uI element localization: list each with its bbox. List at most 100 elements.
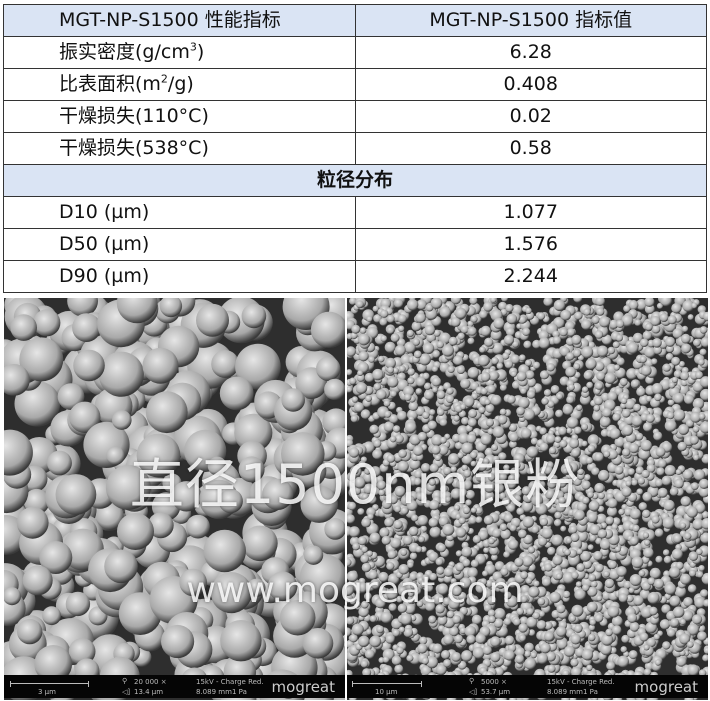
particle: [428, 615, 437, 624]
particle: [654, 478, 664, 487]
particle: [649, 567, 661, 579]
particle: [594, 482, 605, 494]
particle: [692, 425, 700, 433]
particle: [480, 434, 492, 446]
row-label: D10 (µm): [3, 196, 356, 229]
particle: [682, 610, 694, 622]
particle: [539, 442, 549, 452]
particle: [461, 546, 473, 558]
particle: [504, 360, 513, 369]
particle: [431, 366, 439, 373]
row-value: 0.408: [354, 68, 707, 101]
particle: [586, 511, 598, 523]
particle: [42, 606, 61, 626]
particle: [433, 329, 441, 337]
particle: [14, 381, 61, 427]
particle: [353, 476, 366, 489]
particle: [409, 581, 418, 590]
particle: [398, 564, 409, 575]
particle: [460, 378, 471, 389]
particle: [478, 406, 486, 414]
particle: [4, 429, 33, 476]
particle: [211, 350, 240, 378]
particle: [372, 368, 384, 381]
particle: [513, 618, 521, 626]
particle: [432, 350, 441, 358]
particle: [382, 499, 392, 510]
particle: [414, 469, 424, 479]
particle: [650, 316, 661, 326]
particle: [550, 385, 560, 394]
particle: [587, 434, 600, 447]
particle: [576, 501, 587, 512]
particle: [350, 332, 358, 339]
particle: [421, 657, 429, 665]
particle: [571, 448, 581, 458]
particle: [299, 553, 345, 602]
header-value: MGT-NP-S1500 指标值: [354, 4, 707, 37]
particle: [642, 422, 653, 432]
particle: [453, 504, 461, 511]
particle: [19, 337, 64, 382]
particle: [519, 616, 529, 625]
particle: [462, 506, 471, 515]
particle: [420, 665, 432, 677]
particle: [488, 370, 499, 381]
particle: [679, 522, 687, 529]
scale-bar: [10, 681, 89, 687]
particle: [668, 566, 681, 578]
particle: [357, 582, 369, 593]
particle: [618, 508, 625, 516]
particle: [621, 314, 634, 327]
particle: [379, 317, 388, 326]
particle: [429, 526, 441, 538]
particle: [437, 543, 447, 553]
particle: [581, 440, 588, 447]
particle: [661, 475, 672, 486]
particle: [106, 446, 125, 465]
particle: [470, 559, 479, 568]
particle: [651, 324, 661, 334]
particle: [644, 539, 651, 546]
particle: [671, 356, 681, 366]
particle: [646, 464, 656, 473]
particle: [453, 415, 460, 422]
particle: [475, 633, 486, 644]
particle: [631, 556, 644, 569]
particle: [552, 330, 560, 338]
particle: [620, 397, 628, 405]
particle: [468, 515, 477, 525]
particle: [364, 372, 375, 383]
row-label: 比表面积(m: [59, 73, 161, 95]
particle: [547, 478, 557, 489]
particle: [439, 306, 451, 318]
particle: [523, 408, 535, 421]
particle: [699, 421, 708, 434]
particle: [467, 326, 477, 336]
particle: [483, 481, 496, 493]
particle: [669, 487, 679, 496]
spec-table: MGT-NP-S1500 性能指标 MGT-NP-S1500 指标值 振实密度(…: [3, 4, 707, 293]
particle: [520, 387, 527, 395]
particle: [671, 376, 678, 384]
particle: [526, 377, 537, 388]
particle: [702, 654, 708, 662]
particle: [347, 616, 355, 625]
particle: [485, 403, 495, 413]
particle: [397, 314, 407, 324]
particle: [262, 478, 294, 510]
particle: [400, 548, 408, 556]
particle: [628, 650, 638, 660]
particle: [571, 571, 579, 580]
particle: [379, 527, 390, 538]
particle: [413, 350, 422, 359]
particle: [630, 379, 640, 388]
particle: [554, 436, 562, 443]
particle: [4, 587, 21, 606]
particle: [179, 568, 207, 597]
particle: [573, 298, 583, 303]
particle: [396, 646, 404, 655]
particle: [220, 620, 262, 662]
particle: [666, 628, 676, 638]
particle: [373, 383, 382, 391]
